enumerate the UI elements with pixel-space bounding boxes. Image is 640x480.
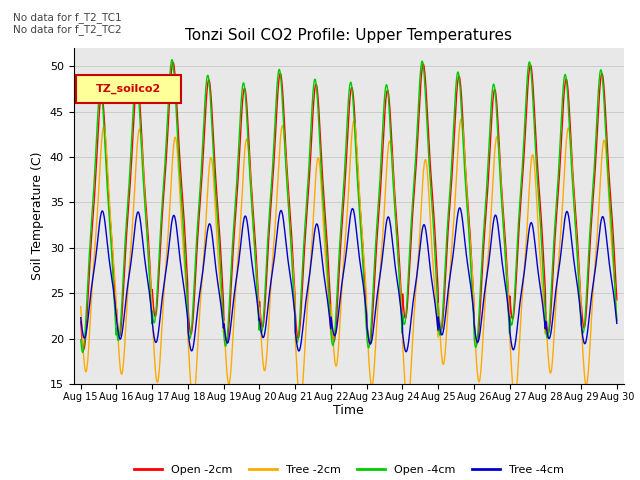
Tree -4cm: [613, 321, 621, 326]
Line: Tree -2cm: Tree -2cm: [81, 119, 617, 405]
Line: Open -2cm: Open -2cm: [81, 62, 617, 349]
Line: Open -4cm: Open -4cm: [81, 60, 617, 352]
Open -2cm: [433, 258, 440, 264]
Text: No data for f_T2_TC1: No data for f_T2_TC1: [13, 12, 122, 23]
Open -4cm: [197, 176, 205, 182]
Open -2cm: [197, 193, 205, 199]
Open -4cm: [433, 283, 440, 288]
Open -2cm: [613, 297, 621, 303]
Open -4cm: [550, 238, 557, 244]
Open -4cm: [79, 349, 86, 355]
X-axis label: Time: Time: [333, 405, 364, 418]
Tree -2cm: [183, 296, 191, 302]
Open -4cm: [257, 328, 264, 334]
Open -2cm: [503, 257, 511, 263]
Title: Tonzi Soil CO2 Profile: Upper Temperatures: Tonzi Soil CO2 Profile: Upper Temperatur…: [186, 28, 512, 43]
Tree -4cm: [503, 291, 511, 297]
Open -4cm: [77, 337, 84, 343]
Tree -2cm: [550, 336, 557, 342]
Tree -2cm: [196, 305, 204, 311]
Tree -4cm: [256, 319, 264, 324]
Open -2cm: [550, 255, 557, 261]
Tree -4cm: [196, 289, 204, 295]
Tree -4cm: [550, 305, 557, 311]
Open -2cm: [184, 281, 191, 287]
Tree -2cm: [458, 116, 465, 122]
Open -4cm: [184, 303, 191, 309]
Open -2cm: [170, 60, 177, 65]
Line: Tree -4cm: Tree -4cm: [81, 208, 617, 352]
Legend: Open -2cm, Tree -2cm, Open -4cm, Tree -4cm: Open -2cm, Tree -2cm, Open -4cm, Tree -4…: [130, 460, 568, 479]
Open -4cm: [503, 278, 511, 284]
Tree -2cm: [503, 266, 511, 272]
Tree -4cm: [77, 315, 84, 321]
Open -2cm: [80, 347, 88, 352]
Tree -2cm: [77, 304, 84, 310]
Tree -2cm: [404, 402, 412, 408]
Tree -4cm: [433, 310, 440, 316]
Open -2cm: [257, 314, 264, 320]
Open -4cm: [168, 57, 176, 62]
Tree -4cm: [183, 310, 191, 315]
Tree -4cm: [456, 205, 463, 211]
FancyBboxPatch shape: [76, 75, 181, 103]
Tree -2cm: [256, 312, 264, 317]
Tree -2cm: [613, 317, 621, 323]
Open -2cm: [77, 319, 84, 324]
Text: TZ_soilco2: TZ_soilco2: [96, 84, 161, 94]
Text: No data for f_T2_TC2: No data for f_T2_TC2: [13, 24, 122, 35]
Open -4cm: [613, 317, 621, 323]
Tree -2cm: [433, 304, 440, 310]
Y-axis label: Soil Temperature (C): Soil Temperature (C): [31, 152, 44, 280]
Tree -4cm: [402, 349, 410, 355]
